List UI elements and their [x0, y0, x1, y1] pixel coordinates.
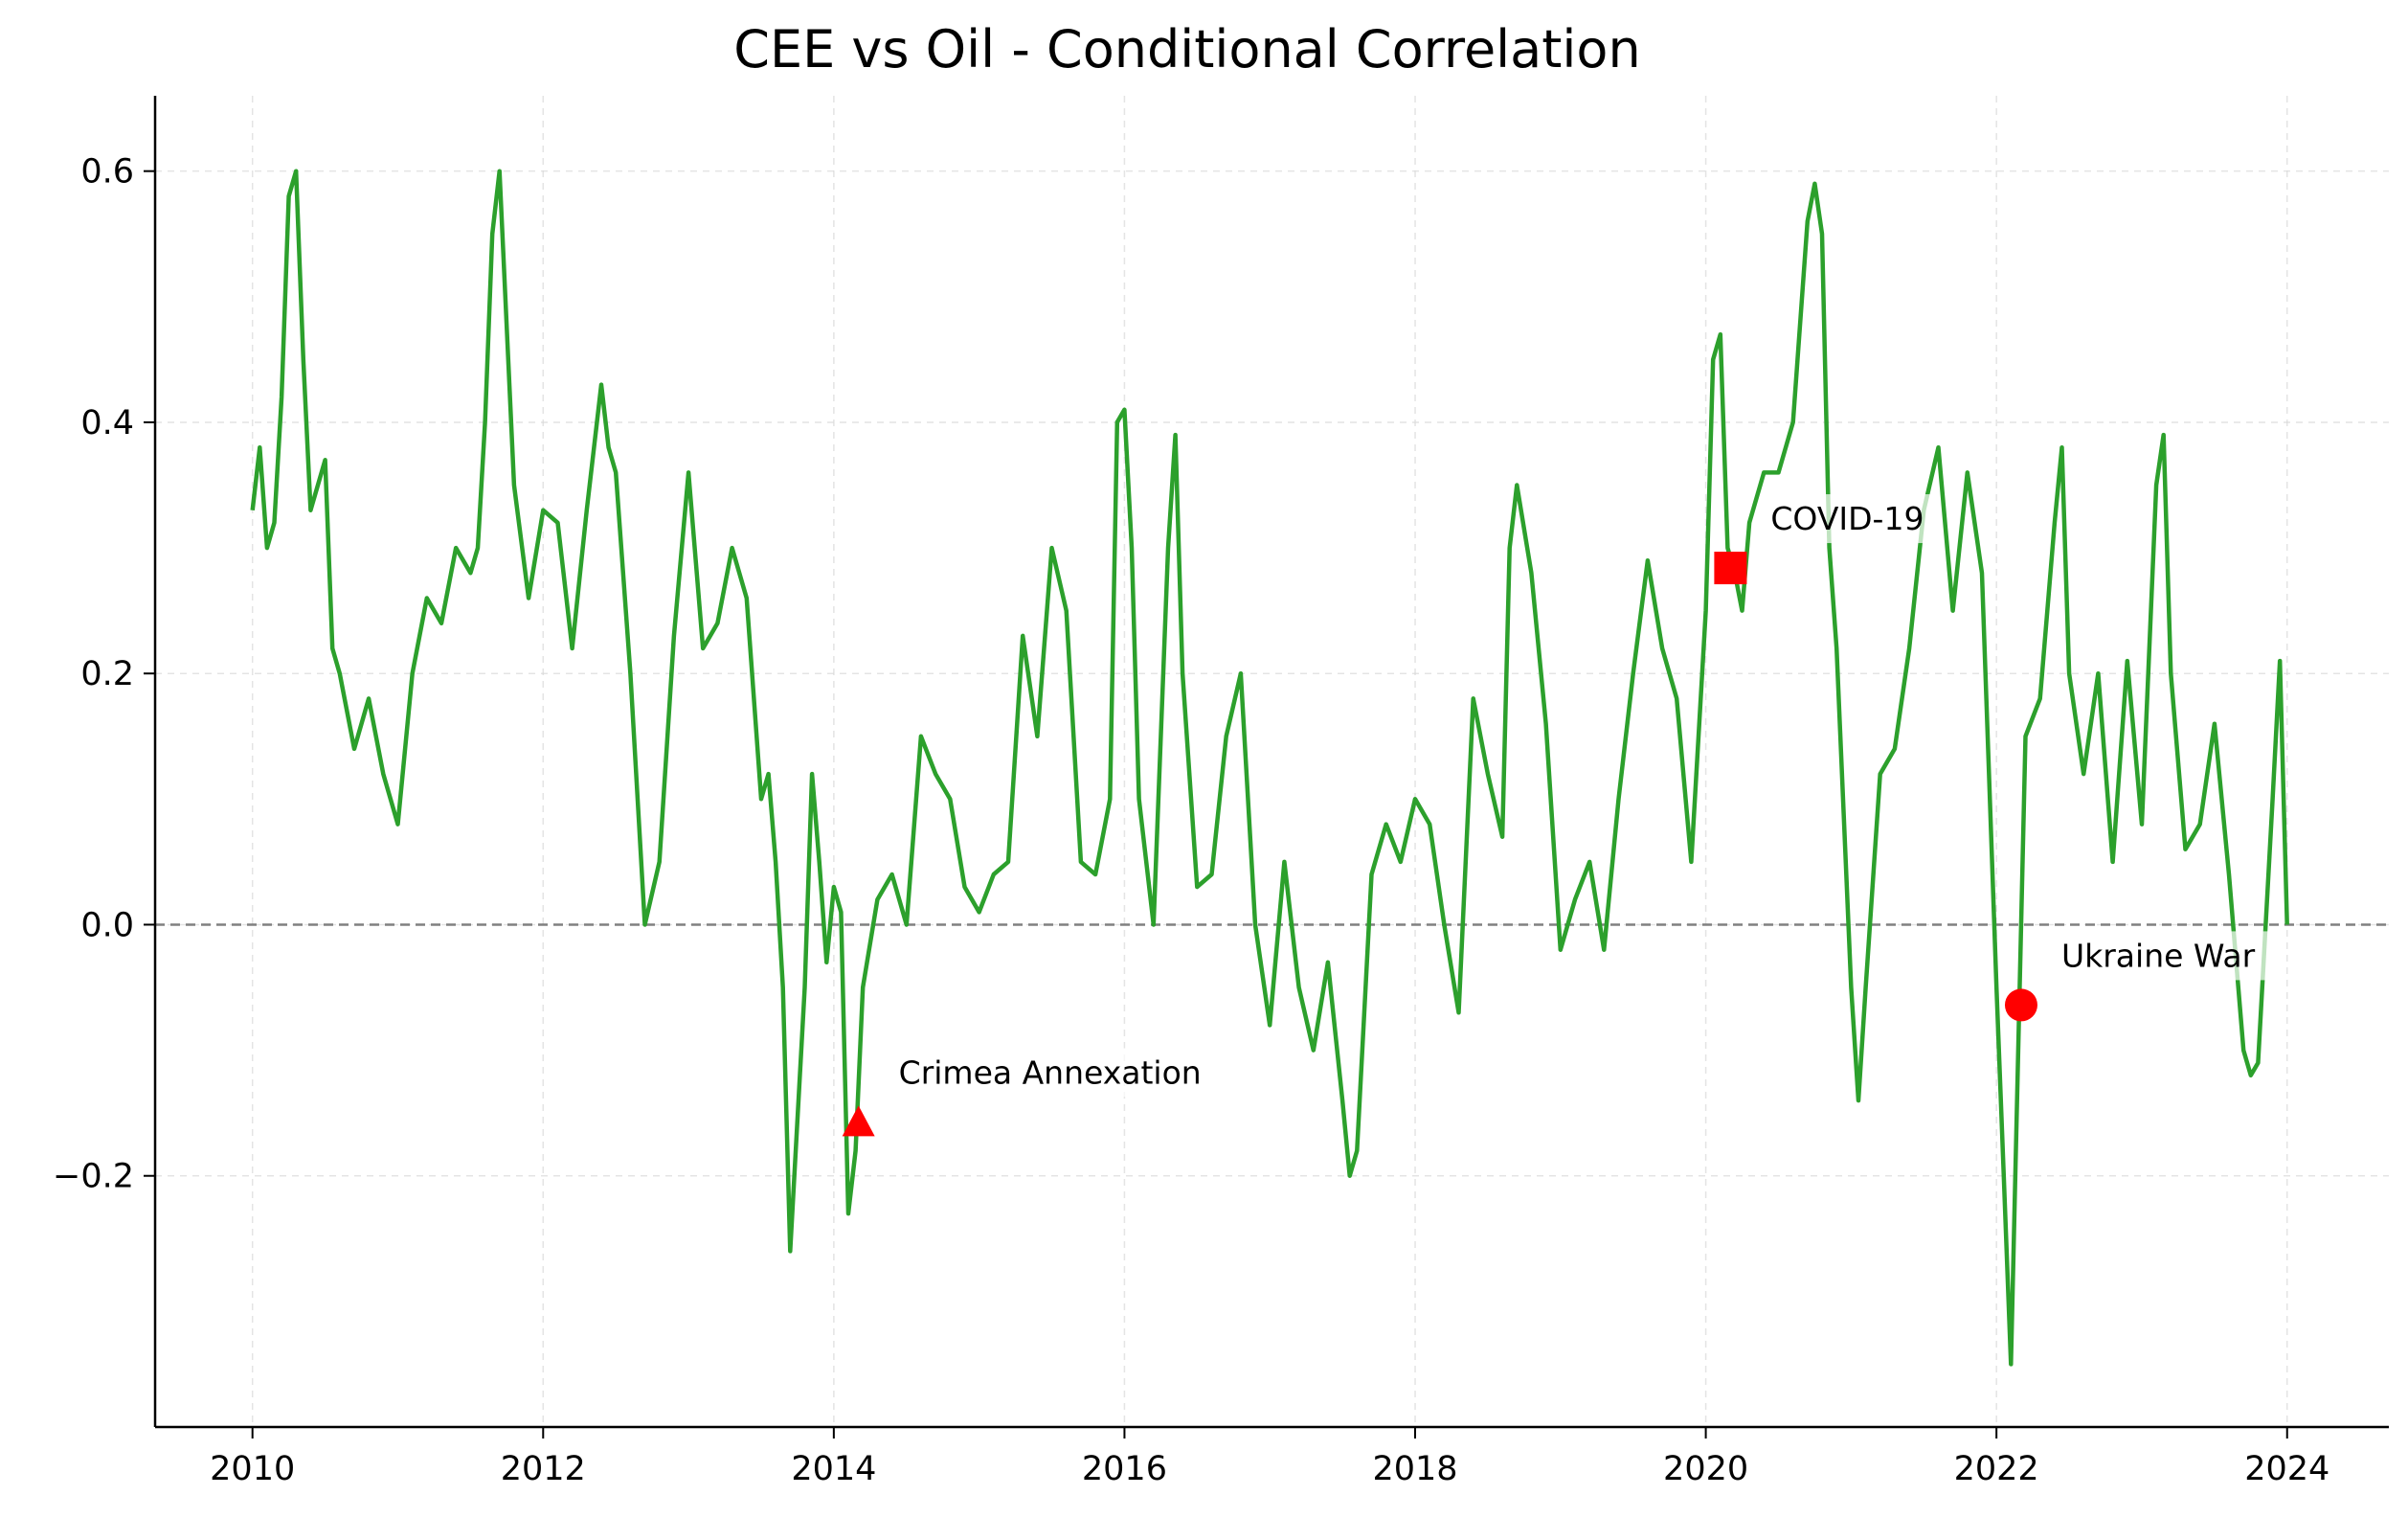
x-tick-label-6: 2022: [1954, 1450, 2039, 1488]
annotation-layer: Crimea Annexation COVID-19 Ukraine War: [842, 494, 2278, 1137]
covid-19-marker: [1714, 552, 1747, 585]
x-tick-label-3: 2016: [1082, 1450, 1167, 1488]
y-tick-label-1: 0.0: [80, 906, 134, 944]
y-tick-label-4: 0.6: [80, 153, 134, 192]
y-tick-label-3: 0.4: [80, 404, 134, 442]
ticks-layer: 2010 2012 2014 2016 2018 2020 2022 2024 −0.2 0.0 0…: [53, 153, 2329, 1488]
y-tick-label-2: 0.2: [80, 655, 134, 693]
annotation-label-bg-0: [890, 1048, 1229, 1098]
crimea-annexation-marker: [842, 1105, 875, 1137]
grid-layer: [155, 96, 2389, 1427]
x-tick-label-4: 2018: [1372, 1450, 1457, 1488]
ukraine-war-marker: [2004, 988, 2037, 1022]
annotation-label-1: COVID-19: [1770, 500, 1924, 537]
series-line-0: [250, 169, 2289, 1367]
x-tick-label-1: 2012: [501, 1450, 586, 1488]
annotation-label-0: Crimea Annexation: [899, 1054, 1202, 1091]
x-tick-label-0: 2010: [210, 1450, 295, 1488]
series-layer: [250, 169, 2289, 1367]
x-tick-label-7: 2024: [2244, 1450, 2329, 1488]
annotation-label-bg-2: [2053, 931, 2278, 981]
y-tick-label-0: −0.2: [53, 1158, 134, 1196]
chart-title: CEE vs Oil - Conditional Correlation: [733, 19, 1640, 79]
annotation-label-bg-1: [1763, 494, 1930, 544]
x-tick-label-5: 2020: [1663, 1450, 1748, 1488]
annotation-label-2: Ukraine War: [2061, 937, 2256, 974]
x-tick-label-2: 2014: [791, 1450, 876, 1488]
axes-layer: [153, 96, 2389, 1429]
